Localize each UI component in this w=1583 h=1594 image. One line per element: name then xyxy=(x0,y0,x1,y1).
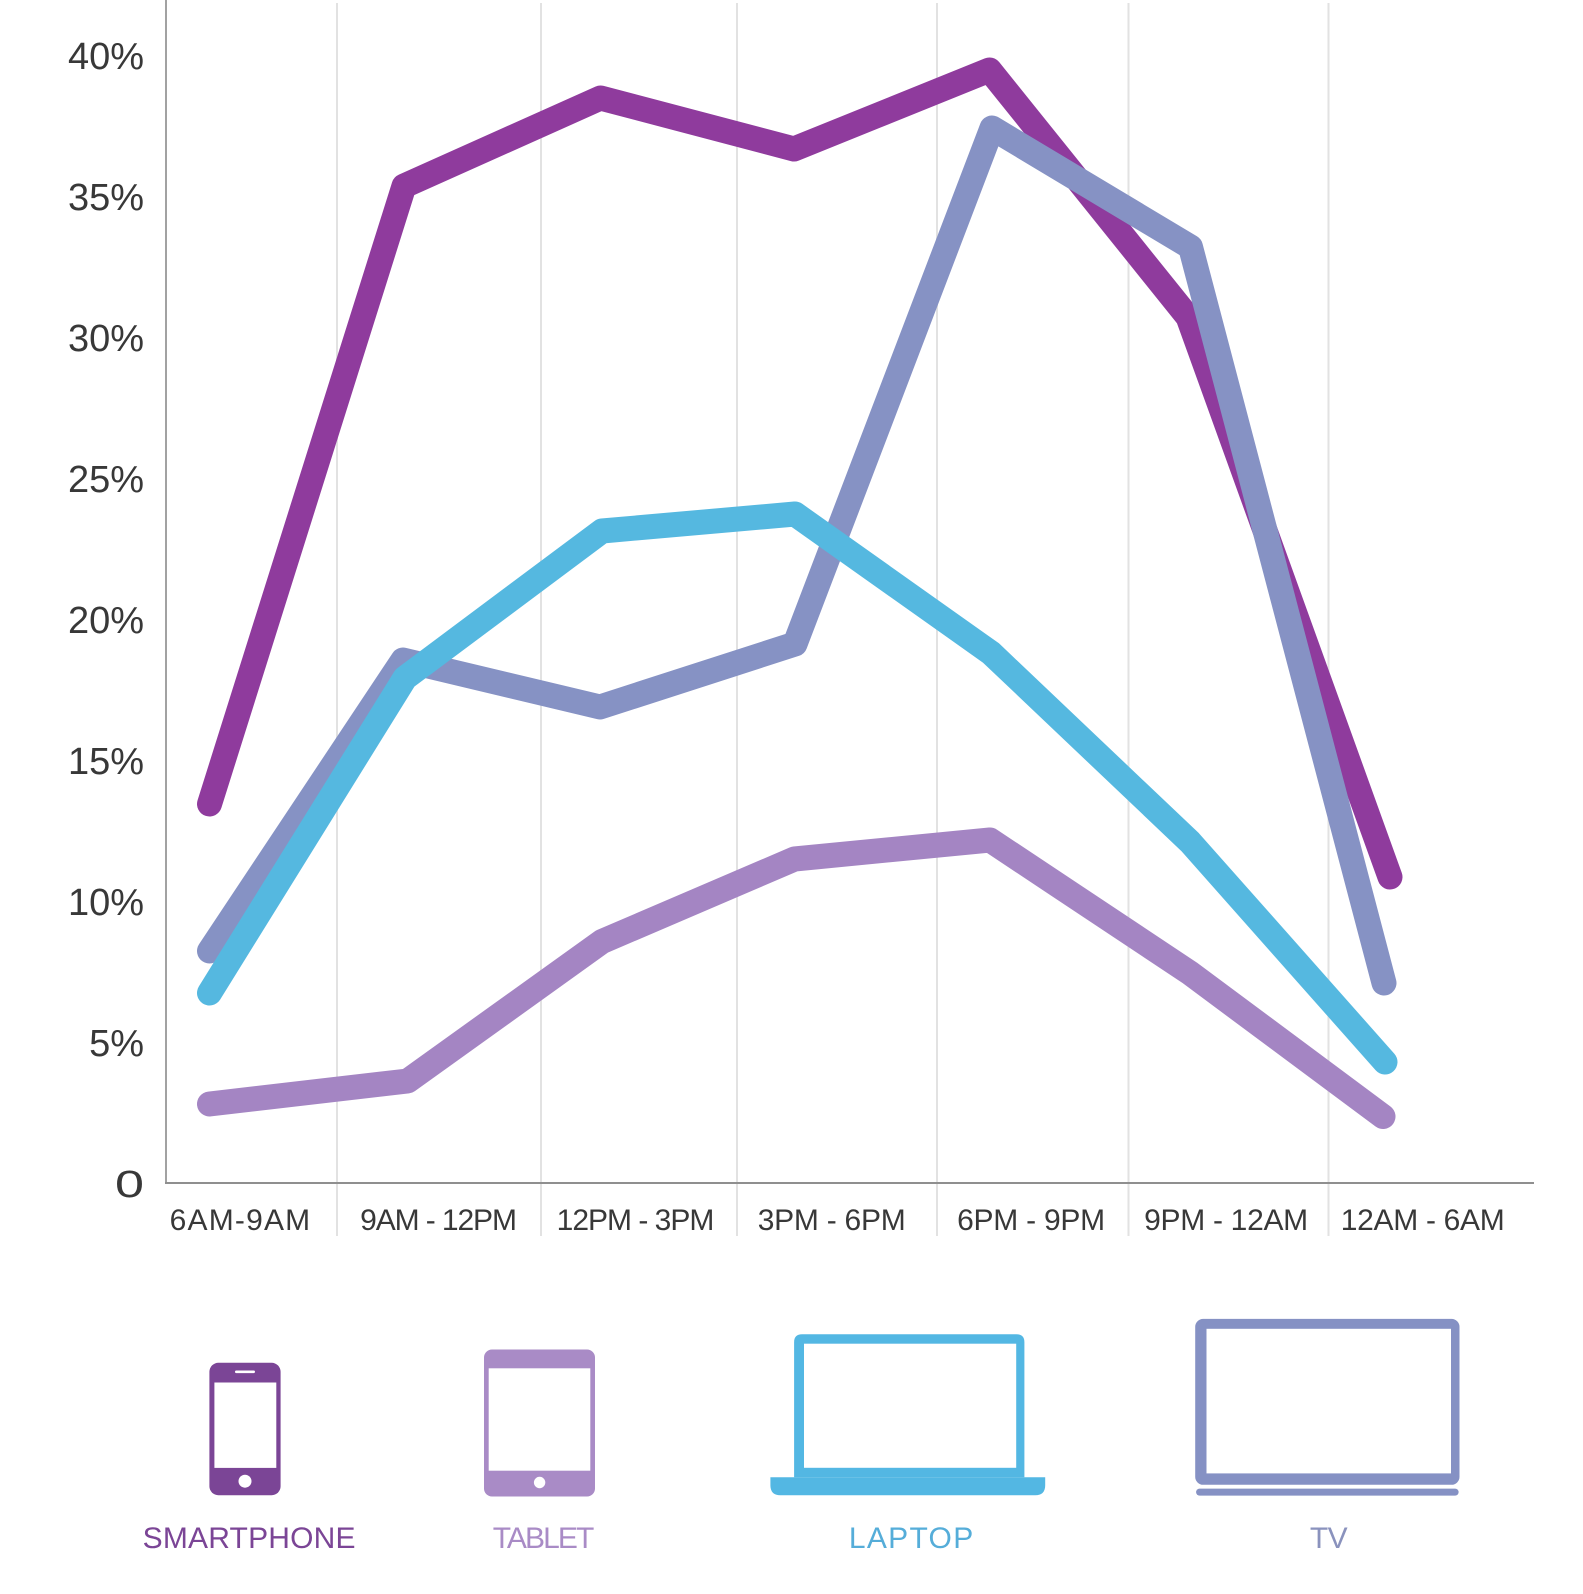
svg-text:LAPTOP: LAPTOP xyxy=(849,1522,975,1555)
svg-text:6PM - 9PM: 6PM - 9PM xyxy=(957,1204,1105,1237)
svg-text:35%: 35% xyxy=(68,177,144,219)
svg-text:9PM - 12AM: 9PM - 12AM xyxy=(1144,1204,1308,1237)
svg-text:3PM - 6PM: 3PM - 6PM xyxy=(758,1204,906,1237)
svg-text:40%: 40% xyxy=(68,36,144,78)
svg-text:5%: 5% xyxy=(89,1023,144,1065)
svg-text:TABLET: TABLET xyxy=(493,1522,594,1555)
svg-text:TV: TV xyxy=(1310,1522,1348,1555)
svg-text:15%: 15% xyxy=(68,741,144,783)
svg-text:6AM-9AM: 6AM-9AM xyxy=(170,1204,312,1237)
svg-text:12PM - 3PM: 12PM - 3PM xyxy=(557,1204,714,1237)
svg-text:20%: 20% xyxy=(68,600,144,642)
svg-text:9AM - 12PM: 9AM - 12PM xyxy=(360,1204,516,1237)
svg-text:SMARTPHONE: SMARTPHONE xyxy=(143,1522,356,1555)
svg-text:12AM - 6AM: 12AM - 6AM xyxy=(1341,1204,1505,1237)
svg-text:25%: 25% xyxy=(68,459,144,501)
svg-text:30%: 30% xyxy=(68,318,144,360)
svg-text:0: 0 xyxy=(115,1164,144,1206)
svg-text:10%: 10% xyxy=(68,882,144,924)
